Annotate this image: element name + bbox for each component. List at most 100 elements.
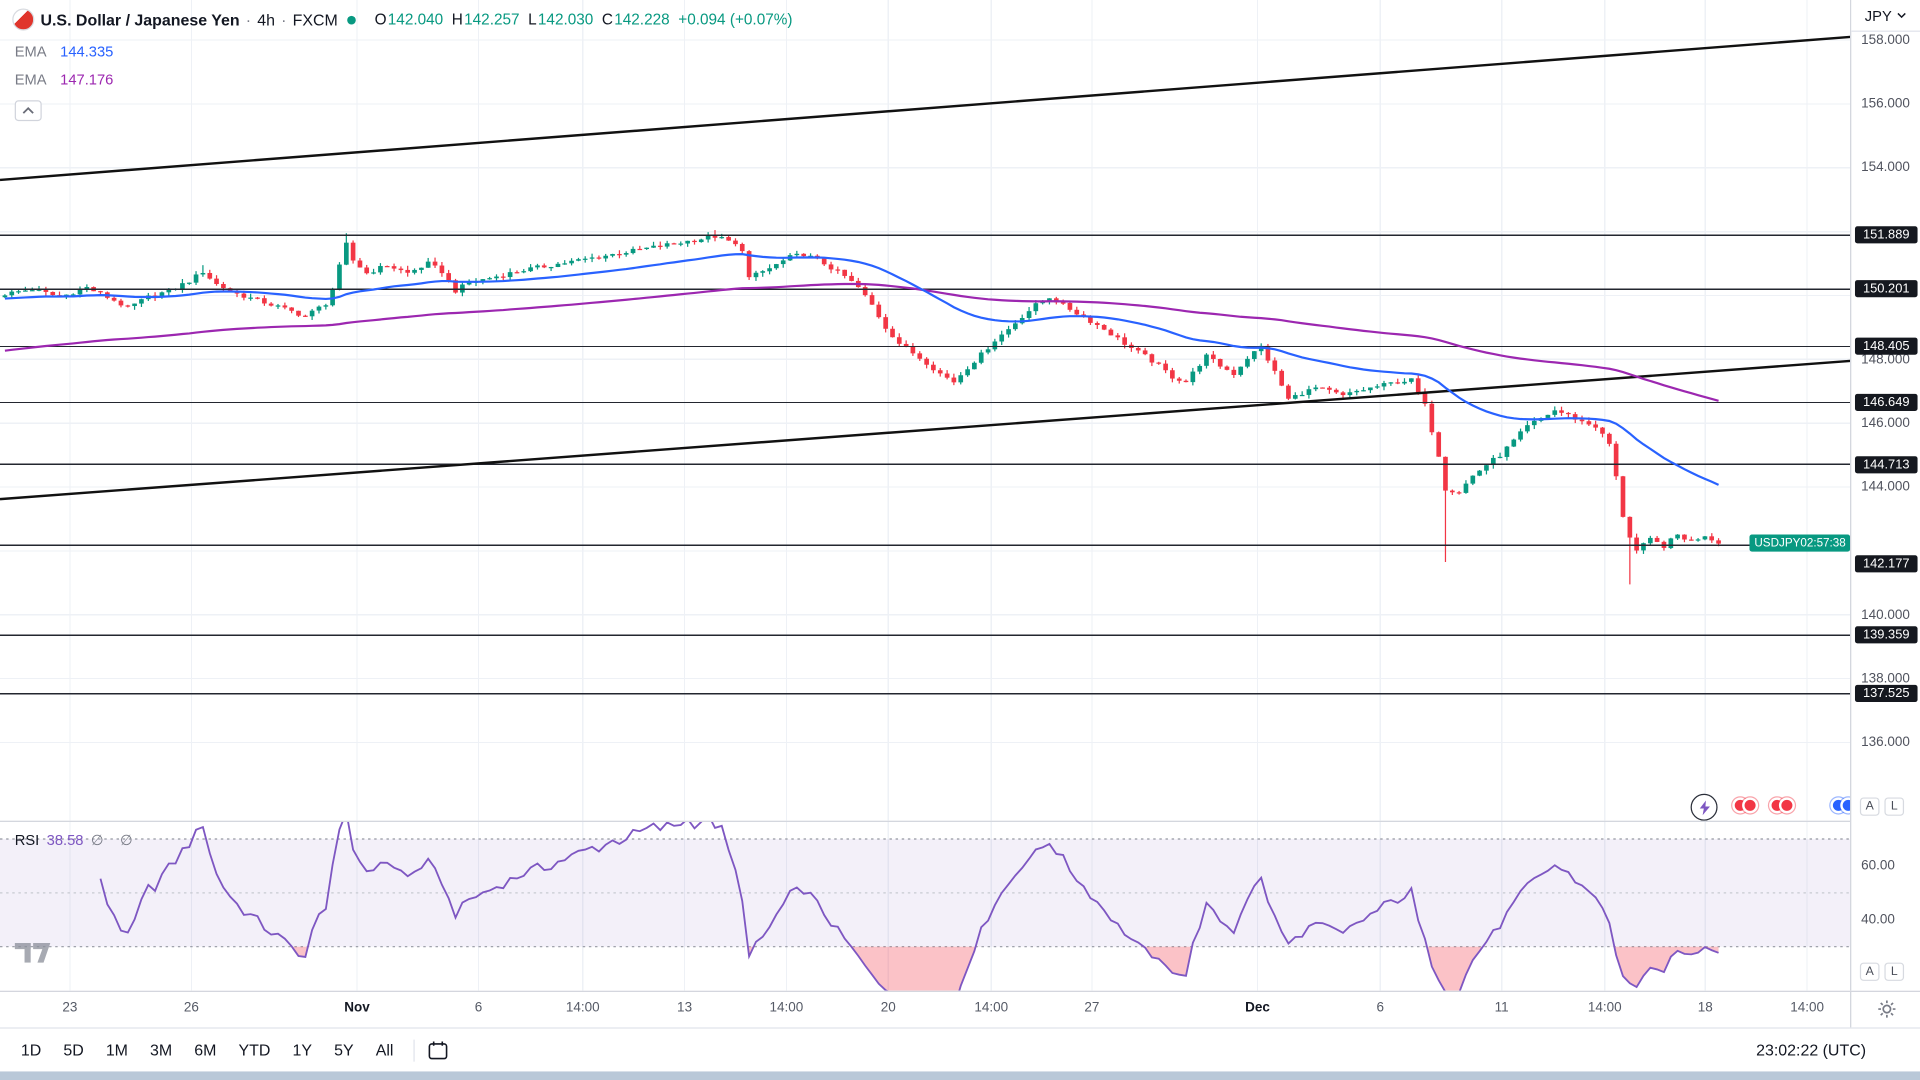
calendar-icon[interactable]: [423, 1035, 452, 1064]
time-axis-label[interactable]: 18: [1697, 1000, 1713, 1016]
range-button-ytd[interactable]: YTD: [228, 1037, 282, 1063]
chevron-up-icon: [22, 106, 34, 114]
date-range-buttons: 1D 5D 1M 3M 6M YTD 1Y 5Y All: [10, 1037, 405, 1063]
high-label: H: [451, 11, 463, 29]
auto-scale-button[interactable]: A: [1859, 797, 1880, 816]
utc-clock[interactable]: 23:02:22 (UTC): [1756, 1040, 1867, 1060]
price-tick-label: 138.000: [1861, 671, 1910, 686]
chevron-down-icon: [1897, 12, 1906, 19]
low-label: L: [528, 11, 537, 29]
red-circle-pair-icon[interactable]: [1732, 797, 1759, 814]
rsi-extra-values: ∅ ∅: [90, 831, 139, 849]
open-value: 142.040: [387, 11, 444, 29]
axis-settings-icon[interactable]: [1873, 996, 1900, 1023]
price-tick-label: 158.000: [1861, 32, 1910, 48]
open-label: O: [374, 11, 387, 29]
range-button-1y[interactable]: 1Y: [281, 1037, 323, 1063]
price-level-badge: 151.889: [1854, 226, 1918, 244]
price-tick-label: 148.000: [1861, 352, 1910, 367]
bottom-toolbar: 1D 5D 1M 3M 6M YTD 1Y 5Y All 23:02:22 (UTC): [0, 1027, 1920, 1072]
price-change: +0.094 (+0.07%): [678, 11, 793, 29]
symbol-title[interactable]: U.S. Dollar / Japanese Yen: [40, 10, 240, 29]
price-tick-label: 146.000: [1861, 415, 1910, 431]
time-axis-label[interactable]: 20: [880, 1000, 896, 1016]
tradingview-watermark-icon[interactable]: [14, 939, 52, 966]
position-marker-icons[interactable]: [1732, 797, 1795, 814]
price-level-badge: 144.713: [1854, 455, 1918, 473]
price-scale-mode-buttons: A L: [1859, 797, 1905, 816]
time-axis-label[interactable]: Dec: [1245, 1000, 1270, 1016]
price-tick-label: 154.000: [1861, 160, 1910, 176]
rsi-scale-mode-buttons: A L: [1859, 962, 1905, 981]
countdown-symbol: USDJPY: [1754, 536, 1801, 551]
red-circle-pair-icon[interactable]: [1769, 797, 1795, 814]
time-axis[interactable]: 23 26 Nov 6 14:00 13 14:00 20 14:00 27 Dec 6 11 14:00…: [0, 990, 1920, 1028]
range-button-all[interactable]: All: [365, 1037, 405, 1063]
alert-lightning-icon[interactable]: [1690, 793, 1718, 821]
toolbar-divider: [413, 1039, 415, 1062]
symbol-logo-icon[interactable]: [12, 8, 35, 31]
price-axis[interactable]: JPY A L A L 158.000 156.000 154.000 148.000…: [1850, 0, 1920, 991]
rsi-chart-canvas[interactable]: [0, 821, 1851, 991]
high-value: 142.257: [464, 11, 520, 29]
price-level-badge: 139.359: [1854, 626, 1918, 644]
price-chart-canvas[interactable]: [0, 0, 1851, 821]
price-level-badge: 142.177: [1854, 555, 1918, 573]
range-button-6m[interactable]: 6M: [183, 1037, 227, 1063]
range-button-5d[interactable]: 5D: [52, 1037, 94, 1063]
rsi-log-scale-button[interactable]: L: [1884, 962, 1905, 981]
time-axis-label[interactable]: 13: [677, 1000, 693, 1016]
separator-dot: ·: [281, 10, 287, 29]
axis-corner-divider: [1850, 991, 1852, 1028]
time-axis-label[interactable]: 14:00: [1587, 1000, 1622, 1016]
rsi-tick-label: 60.00: [1861, 858, 1895, 874]
time-axis-label[interactable]: 26: [183, 1000, 199, 1016]
price-tick-label: 136.000: [1861, 735, 1910, 750]
time-axis-label[interactable]: 14:00: [1790, 1000, 1825, 1016]
time-axis-label[interactable]: 6: [1376, 1000, 1384, 1016]
pane-separator[interactable]: [0, 820, 1920, 822]
log-scale-button[interactable]: L: [1884, 797, 1905, 816]
range-button-1m[interactable]: 1M: [95, 1037, 139, 1063]
countdown-time: 02:57:38: [1800, 536, 1846, 551]
time-axis-label[interactable]: 11: [1494, 1000, 1509, 1016]
rsi-tick-label: 40.00: [1861, 912, 1895, 928]
price-level-badge: 148.405: [1854, 337, 1918, 355]
time-axis-label[interactable]: Nov: [344, 1000, 370, 1016]
collapse-pane-button[interactable]: [14, 100, 42, 122]
time-axis-label[interactable]: 23: [62, 1000, 78, 1016]
ema-slow-label: EMA: [14, 70, 47, 89]
exchange-label[interactable]: FXCM: [292, 10, 338, 29]
close-label: C: [601, 11, 613, 29]
ema-legend-fast[interactable]: EMA 144.335: [15, 43, 114, 60]
rsi-value: 38.58: [46, 831, 84, 849]
time-axis-label[interactable]: 14:00: [974, 1000, 1009, 1016]
time-axis-label[interactable]: 6: [474, 1000, 483, 1016]
ema-fast-label: EMA: [14, 42, 47, 60]
price-tick-label: 156.000: [1861, 96, 1910, 112]
price-level-badge: 137.525: [1854, 685, 1918, 703]
time-axis-label[interactable]: 27: [1084, 1000, 1100, 1016]
price-level-badge: 150.201: [1854, 280, 1918, 298]
close-value: 142.228: [614, 11, 670, 29]
range-button-3m[interactable]: 3M: [139, 1037, 183, 1063]
ohlc-readout: O 142.040 H 142.257 L 142.030 C 142.228 +0.0…: [366, 11, 793, 29]
ema-fast-value: 144.335: [60, 42, 114, 60]
time-axis-label[interactable]: 14:00: [565, 1000, 600, 1016]
separator-dot: ·: [245, 10, 252, 29]
rsi-auto-scale-button[interactable]: A: [1859, 962, 1880, 981]
range-button-1d[interactable]: 1D: [10, 1037, 52, 1063]
price-level-badge: 146.649: [1854, 393, 1918, 412]
range-button-5y[interactable]: 5Y: [323, 1037, 365, 1063]
window-scrollbar[interactable]: [0, 1071, 1920, 1080]
interval-label[interactable]: 4h: [257, 10, 276, 29]
currency-label: JPY: [1864, 6, 1892, 24]
market-status-icon: [347, 15, 357, 24]
price-tick-label: 140.000: [1861, 607, 1910, 623]
currency-selector[interactable]: JPY: [1851, 0, 1920, 32]
ema-slow-value: 147.176: [60, 70, 114, 89]
rsi-legend[interactable]: RSI 38.58 ∅ ∅: [15, 832, 139, 849]
time-axis-label[interactable]: 14:00: [769, 1000, 804, 1016]
ema-legend-slow[interactable]: EMA 147.176: [15, 71, 114, 88]
